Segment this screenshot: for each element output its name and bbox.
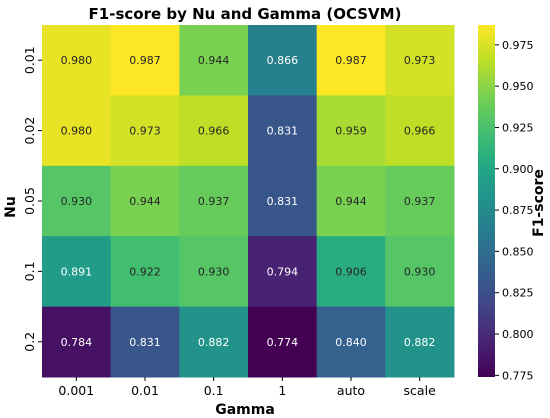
colorbar-tick-label: 0.775 (502, 369, 534, 382)
cell-value-label: 0.882 (198, 336, 230, 349)
x-tick-label: auto (337, 383, 365, 398)
cell-value-label: 0.973 (404, 54, 436, 67)
heatmap-cell (179, 25, 249, 96)
cell-value-label: 0.966 (198, 125, 230, 138)
colorbar (478, 25, 495, 377)
heatmap-cell (42, 306, 112, 378)
heatmap-cell (110, 25, 180, 96)
cell-value-label: 0.930 (198, 265, 230, 278)
cell-value-label: 0.987 (129, 54, 161, 67)
y-tick-label: 0.2 (22, 332, 37, 352)
heatmap-cell (316, 95, 386, 167)
chart-title: F1-score by Nu and Gamma (OCSVM) (89, 5, 402, 23)
cell-value-label: 0.831 (267, 125, 299, 138)
cell-value-label: 0.973 (129, 125, 161, 138)
cell-value-label: 0.944 (198, 54, 230, 67)
colorbar-label: F1-score (531, 169, 547, 237)
heatmap-cell (42, 236, 112, 308)
heatmap-cell (179, 236, 249, 308)
heatmap-cell (385, 25, 455, 96)
cell-value-label: 0.937 (198, 195, 230, 208)
y-tick-label: 0.01 (22, 46, 37, 74)
heatmap-cells: 0.980 0.987 0.944 0.866 0.987 0.973 0.980 0.973… (42, 25, 455, 378)
cell-value-label: 0.831 (267, 195, 299, 208)
cell-value-label: 0.840 (335, 336, 367, 349)
colorbar-tick-label: 0.800 (502, 328, 534, 341)
heatmap-cell (316, 306, 386, 378)
heatmap-cell (110, 236, 180, 308)
cell-value-label: 0.944 (129, 195, 161, 208)
cell-value-label: 0.922 (129, 265, 161, 278)
heatmap-cell (248, 95, 318, 167)
colorbar-tick-label: 0.875 (502, 204, 534, 217)
heatmap-cell (179, 306, 249, 378)
cell-value-label: 0.882 (404, 336, 436, 349)
heatmap-cell (316, 165, 386, 237)
x-tick-label: 1 (278, 383, 286, 398)
x-tick-label: 0.1 (204, 383, 224, 398)
heatmap-cell (110, 95, 180, 167)
x-axis-ticks: 0.001 0.01 0.1 1 auto scale (58, 377, 436, 398)
x-tick-label: 0.001 (58, 383, 94, 398)
colorbar-tick-label: 0.950 (502, 80, 534, 93)
heatmap-cell (248, 165, 318, 237)
heatmap-cell (110, 165, 180, 237)
heatmap-cell (42, 95, 112, 167)
y-axis-ticks: 0.01 0.02 0.05 0.1 0.2 (22, 46, 42, 352)
heatmap-cell (385, 95, 455, 167)
cell-value-label: 0.866 (267, 54, 299, 67)
cell-value-label: 0.930 (61, 195, 93, 208)
cell-value-label: 0.794 (267, 265, 299, 278)
y-tick-label: 0.05 (22, 187, 37, 215)
heatmap-cell (179, 95, 249, 167)
heatmap-cell (385, 306, 455, 378)
heatmap-cell (110, 306, 180, 378)
colorbar-tick-label: 0.825 (502, 287, 534, 300)
heatmap-cell (248, 306, 318, 378)
cell-value-label: 0.980 (61, 54, 93, 67)
cell-value-label: 0.891 (61, 265, 93, 278)
cell-value-label: 0.987 (335, 54, 367, 67)
heatmap-cell (248, 236, 318, 308)
colorbar-tick-label: 0.900 (502, 163, 534, 176)
cell-value-label: 0.966 (404, 125, 436, 138)
cell-value-label: 0.831 (129, 336, 161, 349)
heatmap-cell (316, 236, 386, 308)
x-axis-label: Gamma (215, 402, 275, 418)
cell-value-label: 0.774 (267, 336, 299, 349)
colorbar-tick-label: 0.925 (502, 121, 534, 134)
heatmap-cell (385, 165, 455, 237)
cell-value-label: 0.784 (61, 336, 93, 349)
heatmap-cell (179, 165, 249, 237)
x-tick-label: scale (404, 383, 437, 398)
cell-value-label: 0.930 (404, 265, 436, 278)
heatmap-cell (316, 25, 386, 96)
cell-value-label: 0.944 (335, 195, 367, 208)
colorbar-ticks: 0.775 0.800 0.825 0.850 0.875 0.900 0.925 0.950… (495, 39, 534, 382)
heatmap-cell (248, 25, 318, 96)
heatmap-cell (42, 165, 112, 237)
y-tick-label: 0.1 (22, 261, 37, 281)
y-tick-label: 0.02 (22, 117, 37, 145)
heatmap-cell (385, 236, 455, 308)
y-axis-label: Nu (3, 196, 19, 218)
cell-value-label: 0.980 (61, 125, 93, 138)
cell-value-label: 0.959 (335, 125, 367, 138)
colorbar-tick-label: 0.850 (502, 245, 534, 258)
cell-value-label: 0.906 (335, 265, 367, 278)
x-tick-label: 0.01 (131, 383, 159, 398)
colorbar-tick-label: 0.975 (502, 39, 534, 52)
heatmap-cell (42, 25, 112, 96)
cell-value-label: 0.937 (404, 195, 436, 208)
